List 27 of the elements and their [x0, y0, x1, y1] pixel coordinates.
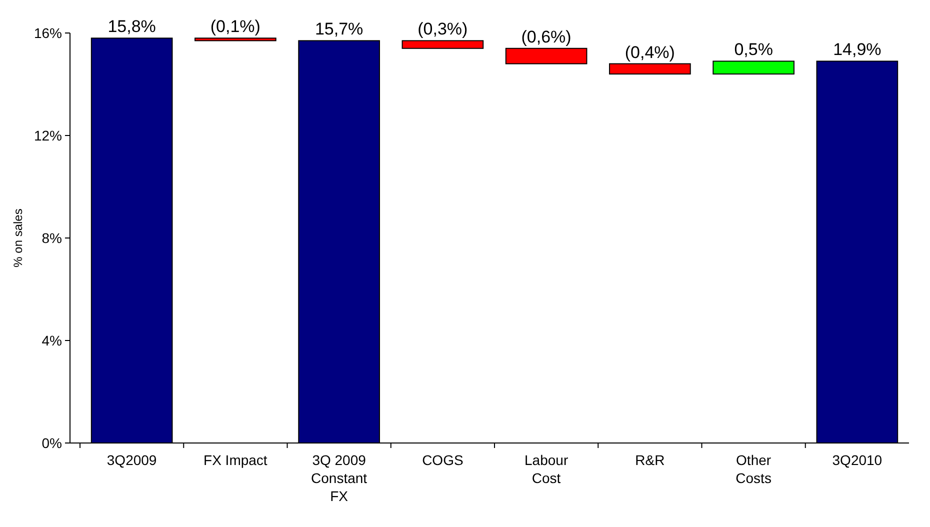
bar	[402, 40, 484, 49]
data-label: (0,6%)	[521, 27, 572, 46]
data-label: (0,3%)	[418, 20, 468, 39]
y-axis-title: % on sales	[11, 208, 25, 268]
bar	[194, 38, 276, 42]
bar	[712, 60, 794, 74]
y-tick-label: 16%	[34, 24, 62, 41]
x-tick-label: FX Impact	[204, 452, 268, 468]
data-label: 14,9%	[833, 40, 882, 60]
x-tick-label: R&R	[635, 452, 665, 468]
data-label: (0,1%)	[210, 17, 260, 36]
data-label: (0,4%)	[624, 42, 675, 62]
bar	[505, 48, 588, 64]
x-tick-label: 3Q2009	[106, 452, 157, 468]
x-tick-label: Other Costs	[736, 452, 772, 486]
data-label: 15,7%	[314, 20, 364, 39]
y-tick-label: 4%	[42, 332, 62, 348]
x-tick-label: 3Q 2009 Constant FX	[311, 452, 368, 504]
x-tick-label: COGS	[422, 452, 464, 468]
data-label: 15,8%	[108, 17, 156, 36]
x-tick-label: 3Q2010	[832, 452, 882, 468]
bar	[609, 63, 691, 74]
y-tick-label: 8%	[42, 230, 62, 246]
data-label: 0,5%	[734, 40, 773, 60]
x-tick-label: Labour Cost	[524, 452, 568, 486]
y-tick-label: 12%	[34, 127, 62, 144]
y-tick-label: 0%	[42, 434, 62, 451]
